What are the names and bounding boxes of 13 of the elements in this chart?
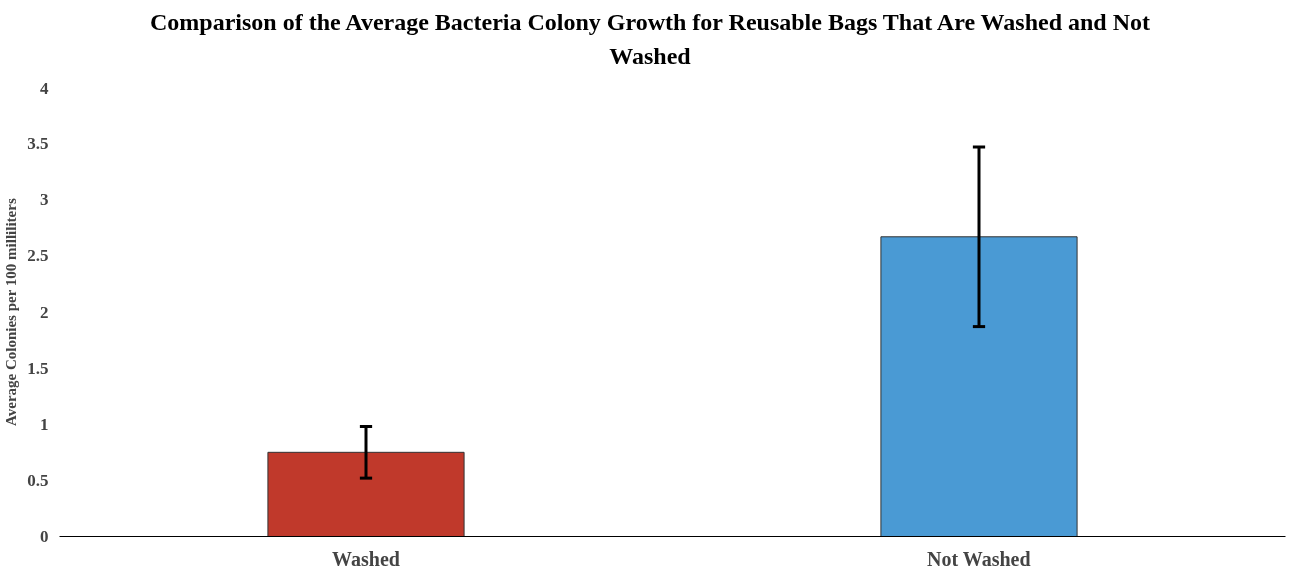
y-tick-label: 2 — [40, 302, 49, 322]
y-tick-label: 3 — [40, 190, 49, 210]
y-tick-label: 2.5 — [27, 246, 49, 266]
y-tick-label: 4 — [40, 78, 49, 98]
y-tick-label: 0.5 — [27, 470, 49, 490]
chart-title: Comparison of the Average Bacteria Colony Growth for Reusable Bags That Are Washed and Not Washed — [149, 8, 1151, 72]
y-tick-label: 1.5 — [27, 358, 49, 378]
y-tick-label: 1 — [40, 414, 49, 434]
x-tick-label: Not Washed — [927, 547, 1031, 570]
y-tick-label: 3.5 — [27, 134, 49, 154]
x-tick-label: Washed — [332, 547, 400, 570]
y-tick-label: 0 — [40, 527, 49, 546]
y-axis-title: Average Colonies per 100 milliliters — [3, 198, 20, 426]
